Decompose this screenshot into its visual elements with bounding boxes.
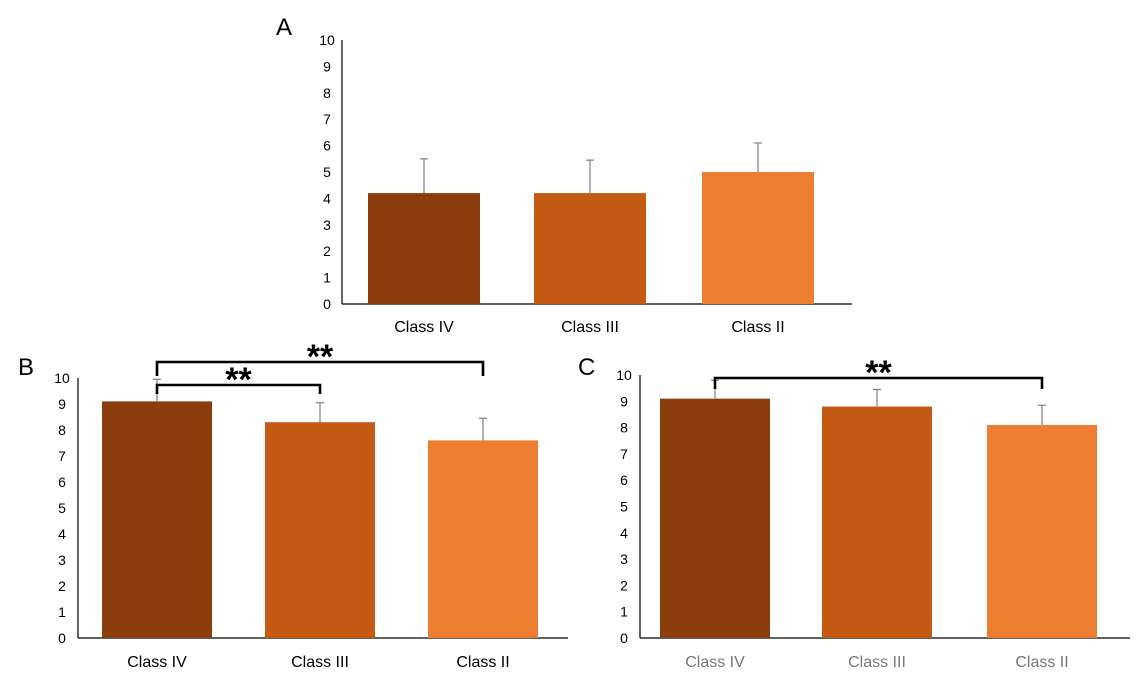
bar-class-ii xyxy=(702,172,814,304)
y-tick-label: 5 xyxy=(323,164,331,180)
bar-class-iv xyxy=(368,193,480,304)
category-label: Class IV xyxy=(394,319,454,336)
y-tick-label: 7 xyxy=(58,448,66,464)
bar-class-iii xyxy=(822,406,932,638)
significance-label: ** xyxy=(307,338,334,376)
significance-bracket xyxy=(155,360,485,376)
y-tick-label: 0 xyxy=(620,630,628,646)
panel-label: B xyxy=(18,354,34,381)
category-label: Class IV xyxy=(685,654,745,671)
y-tick-label: 3 xyxy=(58,552,66,568)
panel-c: C 0 1 2 3 4 5 6 7 8 9 10 Class IV Class III Class II *… xyxy=(578,354,1130,671)
y-tick-label: 0 xyxy=(323,296,331,312)
bar-class-iv xyxy=(102,401,212,638)
y-tick-label: 7 xyxy=(620,446,628,462)
category-label: Class IV xyxy=(127,654,187,671)
category-label: Class II xyxy=(731,319,784,336)
y-tick-label: 1 xyxy=(620,604,628,620)
category-label: Class III xyxy=(291,654,349,671)
y-tick-label: 7 xyxy=(323,111,331,127)
y-tick-label: 6 xyxy=(620,472,628,488)
category-label: Class II xyxy=(1015,654,1068,671)
y-tick-label: 10 xyxy=(616,367,632,383)
significance-label: ** xyxy=(225,361,252,399)
y-tick-label: 10 xyxy=(54,370,70,386)
significance-bracket xyxy=(713,376,1044,389)
y-tick-label: 3 xyxy=(620,551,628,567)
category-label: Class III xyxy=(848,654,906,671)
y-tick-label: 0 xyxy=(58,630,66,646)
y-tick-label: 1 xyxy=(58,604,66,620)
panel-label: C xyxy=(578,354,595,381)
category-label: Class II xyxy=(456,654,509,671)
y-tick-label: 9 xyxy=(620,393,628,409)
bar-class-iii xyxy=(265,422,375,638)
panel-b: B 0 1 2 3 4 5 6 7 8 9 10 Class IV Class III Class II *… xyxy=(18,338,568,671)
y-tick-label: 8 xyxy=(58,422,66,438)
significance-bracket xyxy=(155,383,322,394)
y-tick-label: 2 xyxy=(323,243,331,259)
y-tick-label: 5 xyxy=(58,500,66,516)
panel-a: A 0 1 2 3 4 5 6 7 8 9 10 Class IV Class III Class II xyxy=(276,14,852,336)
y-tick-label: 4 xyxy=(58,526,66,542)
bar-class-ii xyxy=(428,440,538,638)
y-tick-label: 8 xyxy=(620,420,628,436)
y-tick-label: 4 xyxy=(620,525,628,541)
significance-label: ** xyxy=(865,354,892,392)
y-tick-label: 5 xyxy=(620,499,628,515)
y-tick-label: 6 xyxy=(58,474,66,490)
panel-label: A xyxy=(276,14,292,41)
y-tick-label: 1 xyxy=(323,270,331,286)
y-tick-label: 9 xyxy=(323,58,331,74)
y-tick-label: 8 xyxy=(323,85,331,101)
y-tick-label: 6 xyxy=(323,138,331,154)
y-tick-label: 10 xyxy=(319,32,335,48)
y-tick-label: 2 xyxy=(620,577,628,593)
y-tick-label: 4 xyxy=(323,190,331,206)
y-tick-label: 2 xyxy=(58,578,66,594)
y-tick-label: 3 xyxy=(323,217,331,233)
bar-class-ii xyxy=(987,424,1097,638)
category-label: Class III xyxy=(561,319,619,336)
bar-class-iv xyxy=(660,398,770,638)
bar-class-iii xyxy=(534,193,646,304)
y-tick-label: 9 xyxy=(58,396,66,412)
